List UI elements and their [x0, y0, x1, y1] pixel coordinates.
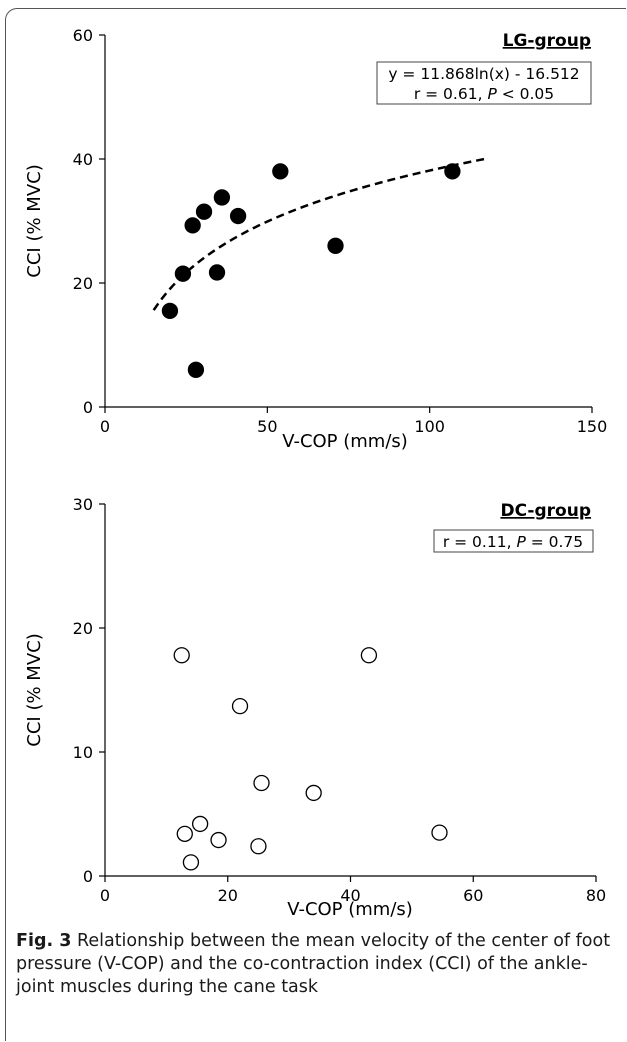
lg-x-tick-label: 50 [257, 417, 277, 436]
dc-group-chart: 0 20 40 60 80 0 10 20 30 V-COP (mm/s) CCI (% MVC… [24, 495, 606, 920]
dc-y-tick-label: 10 [73, 743, 93, 762]
dc-x-tick-label: 80 [586, 886, 606, 905]
lg-trendline [152, 157, 489, 311]
dc-data-point [191, 815, 209, 833]
figure-caption: Fig. 3 Relationship between the mean vel… [16, 930, 616, 999]
dc-y-tick-label: 30 [73, 495, 93, 514]
lg-stat-text: r = 0.61, P < 0.05 [414, 85, 554, 103]
dc-y-axis-title: CCI (% MVC) [24, 633, 45, 746]
lg-group-chart: 0 50 100 150 0 20 40 60 V-COP (mm/s) CCI (% MVC… [24, 26, 607, 452]
dc-data-point [176, 825, 193, 842]
caption-label: Fig. 3 [16, 931, 72, 951]
dc-data-point [360, 647, 378, 664]
lg-data-point [213, 189, 231, 206]
dc-group-title: DC-group [500, 501, 591, 521]
dc-stat-box [433, 529, 594, 553]
lg-stat-p-var: P [487, 85, 497, 103]
lg-y-tick-label: 0 [83, 398, 93, 417]
dc-stat-text: r = 0.11, P = 0.75 [443, 533, 583, 551]
lg-y-tick-label: 20 [73, 274, 93, 293]
dc-x-tick-label: 20 [218, 886, 238, 905]
lg-stat-r: r = 0.61, [414, 85, 488, 103]
dc-x-tick-label: 60 [463, 886, 483, 905]
dc-data-point [210, 831, 227, 849]
dc-data-point [431, 824, 448, 841]
lg-data-point [229, 207, 247, 225]
lg-x-tick-label: 150 [577, 417, 608, 436]
lg-data-point [444, 163, 461, 180]
lg-x-tick-label: 100 [414, 417, 445, 436]
lg-data-point [161, 302, 179, 320]
lg-data-point [184, 217, 201, 234]
lg-group-title: LG-group [503, 31, 591, 51]
dc-stat-p-var: P [516, 533, 526, 551]
dc-data-point [182, 854, 200, 871]
lg-y-tick-label: 60 [73, 26, 93, 45]
lg-x-axis-title: V-COP (mm/s) [282, 431, 408, 452]
lg-equation-box [376, 61, 592, 105]
dc-data-point [173, 647, 190, 664]
dc-y-tick-label: 20 [73, 619, 93, 638]
dc-y-tick-label: 0 [83, 867, 93, 886]
lg-stat-p-rest: < 0.05 [497, 85, 554, 103]
dc-data-point [305, 784, 322, 802]
lg-data-point [272, 163, 289, 180]
lg-equation: y = 11.868ln(x) - 16.512 [388, 65, 579, 83]
lg-data-point [174, 265, 192, 282]
figure-frame [5, 8, 626, 1041]
dc-data-point [250, 838, 267, 855]
dc-stat-r: r = 0.11, [443, 533, 517, 551]
dc-x-tick-label: 40 [340, 886, 360, 905]
dc-x-axis-title: V-COP (mm/s) [287, 899, 413, 920]
lg-data-point [327, 237, 344, 254]
dc-x-tick-label: 0 [100, 886, 110, 905]
dc-stat-p-rest: = 0.75 [526, 533, 583, 551]
lg-y-tick-label: 40 [73, 150, 93, 169]
caption-text: Relationship between the mean velocity o… [16, 931, 611, 997]
lg-data-point [187, 361, 205, 378]
dc-data-point [253, 774, 270, 792]
lg-data-point [195, 203, 213, 220]
dc-data-point [231, 697, 249, 715]
lg-x-tick-label: 0 [100, 417, 110, 436]
lg-data-point [208, 264, 226, 281]
lg-y-axis-title: CCI (% MVC) [24, 164, 45, 277]
